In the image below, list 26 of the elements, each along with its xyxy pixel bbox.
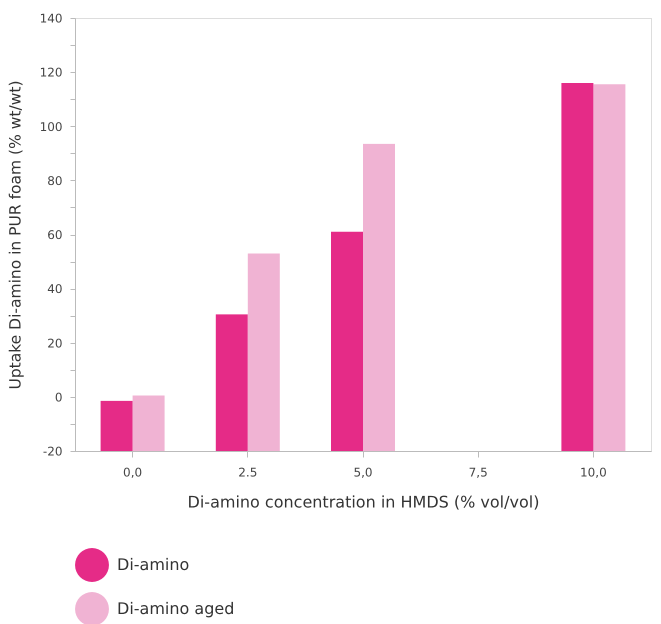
- bar: [593, 84, 626, 451]
- bar: [216, 314, 248, 451]
- x-tick-label: 2.5: [238, 466, 258, 480]
- legend-label: Di-amino: [117, 555, 190, 574]
- y-axis-title: Uptake Di-amino in PUR foam (% wt/wt): [6, 80, 25, 390]
- y-tick-label: 0: [54, 390, 62, 404]
- bar: [363, 144, 395, 451]
- y-tick-label: 40: [47, 282, 62, 296]
- bar: [331, 232, 363, 451]
- y-tick-label: 100: [40, 120, 62, 134]
- x-tick-label: 10,0: [580, 466, 607, 480]
- y-tick-label: 140: [40, 12, 62, 26]
- x-tick-label: 7,5: [468, 466, 488, 480]
- bar: [100, 400, 133, 451]
- x-tick-label: 5,0: [353, 466, 373, 480]
- x-tick-label: 0,0: [123, 466, 142, 480]
- y-tick-label: 120: [40, 66, 62, 80]
- bar: [132, 396, 165, 451]
- y-tick-label: -20: [42, 444, 62, 458]
- y-tick-label: 20: [47, 336, 62, 350]
- y-tick-label: 60: [47, 228, 62, 242]
- legend-label: Di-amino aged: [117, 599, 234, 618]
- bar: [248, 253, 280, 451]
- bar: [561, 82, 594, 451]
- y-tick-label: 80: [47, 174, 62, 188]
- x-axis-title: Di-amino concentration in HMDS (% vol/vol): [188, 492, 540, 512]
